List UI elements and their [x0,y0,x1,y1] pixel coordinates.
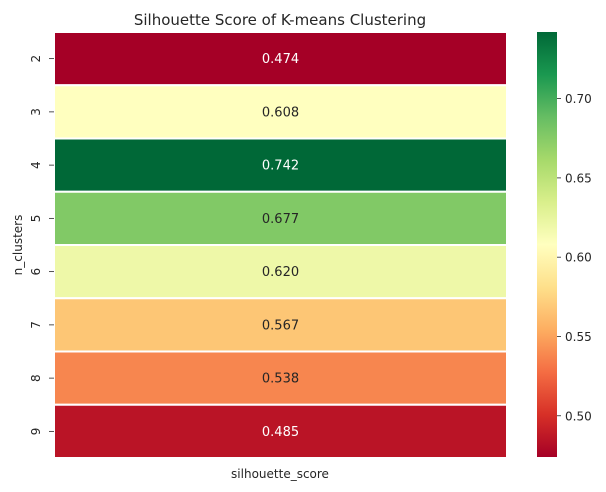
heatmap-cell [53,137,508,193]
cell-value-label: 0.677 [262,212,299,227]
y-tick-label: 3 [29,108,43,116]
colorbar-tick-label: 0.65 [565,171,592,185]
cell-value-label: 0.608 [262,105,299,120]
y-axis-label: n_clusters [11,215,25,276]
cell-value-label: 0.485 [262,425,299,440]
y-tick-label: 2 [29,55,43,63]
chart-title: Silhouette Score of K-means Clustering [134,11,426,29]
heatmap-cells: 0.474 0.608 0.742 0.677 0.620 0.567 0.538 0.485 [53,31,508,459]
y-ticks: 2 3 4 5 6 7 8 9 [29,55,54,435]
heatmap-cell [53,84,508,140]
cell-value-label: 0.538 [262,372,299,387]
y-tick-label: 5 [29,215,43,223]
y-tick-label: 9 [29,428,43,436]
heatmap-cell [53,31,508,87]
heatmap-cell [53,190,508,246]
cell-value-label: 0.474 [262,52,299,67]
y-tick-label: 8 [29,374,43,382]
y-tick-label: 7 [29,321,43,329]
x-tick-label: silhouette_score [231,467,329,481]
colorbar-tick-label: 0.55 [565,330,592,344]
colorbar-tick-label: 0.50 [565,409,592,423]
cell-value-label: 0.742 [262,159,299,174]
cell-value-label: 0.567 [262,318,299,333]
colorbar-tick-label: 0.70 [565,92,592,106]
colorbar-ticks: 0.50 0.55 0.60 0.65 0.70 [557,92,592,423]
y-tick-label: 4 [29,161,43,169]
y-tick-label: 6 [29,268,43,276]
colorbar-tick-label: 0.60 [565,251,592,265]
cell-value-label: 0.620 [262,265,299,280]
colorbar [537,32,557,457]
